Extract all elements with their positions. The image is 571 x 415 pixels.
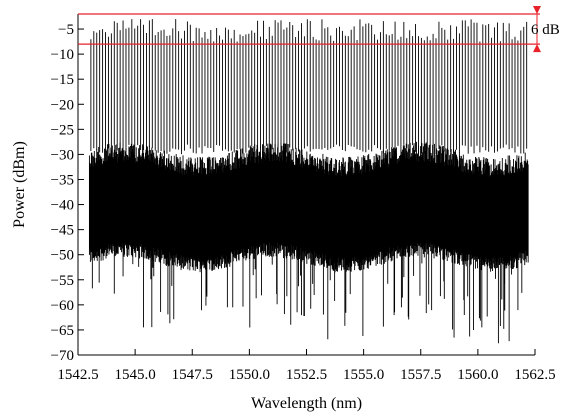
y-tick-label: −20 bbox=[51, 97, 74, 113]
six-db-annotation: 6 dB bbox=[78, 6, 560, 53]
y-tick-label: −15 bbox=[51, 72, 74, 88]
y-tick-label: −40 bbox=[51, 198, 74, 214]
y-tick-label: −55 bbox=[51, 273, 74, 289]
noise-band bbox=[88, 141, 529, 344]
x-tick-label: 1547.5 bbox=[172, 367, 213, 383]
y-tick-label: −70 bbox=[51, 348, 74, 364]
y-tick-label: −5 bbox=[58, 22, 74, 38]
x-tick-label: 1542.5 bbox=[57, 367, 98, 383]
y-axis-ticks: −5 −10 −15 −20 −25 −30 −35 −40 −45 −50 −55 −60 −65 −7… bbox=[51, 22, 84, 364]
y-tick-label: −10 bbox=[51, 47, 74, 63]
x-tick-label: 1557.5 bbox=[400, 367, 441, 383]
y-axis-title: Power (dBm) bbox=[11, 141, 28, 228]
x-axis-title: Wavelength (nm) bbox=[251, 395, 362, 412]
x-axis-ticks: 1542.5 1545.0 1547.5 1550.0 1552.5 1555.0 1557… bbox=[57, 349, 556, 383]
y-tick-label: −30 bbox=[51, 147, 74, 163]
y-tick-label: −60 bbox=[51, 298, 74, 314]
arrow-down-icon bbox=[533, 6, 541, 14]
comb-peaks bbox=[90, 19, 528, 155]
y-tick-label: −35 bbox=[51, 172, 74, 188]
spectrum-trace bbox=[88, 19, 529, 344]
y-tick-label: −65 bbox=[51, 323, 74, 339]
annotation-label: 6 dB bbox=[531, 22, 560, 38]
x-tick-label: 1562.5 bbox=[514, 367, 555, 383]
arrow-up-icon bbox=[533, 44, 541, 53]
x-tick-label: 1560.0 bbox=[457, 367, 498, 383]
x-tick-label: 1555.0 bbox=[343, 367, 384, 383]
x-tick-label: 1545.0 bbox=[115, 367, 156, 383]
y-tick-label: −25 bbox=[51, 122, 74, 138]
y-tick-label: −45 bbox=[51, 223, 74, 239]
y-tick-label: −50 bbox=[51, 248, 74, 264]
x-tick-label: 1552.5 bbox=[286, 367, 327, 383]
x-tick-label: 1550.0 bbox=[229, 367, 270, 383]
